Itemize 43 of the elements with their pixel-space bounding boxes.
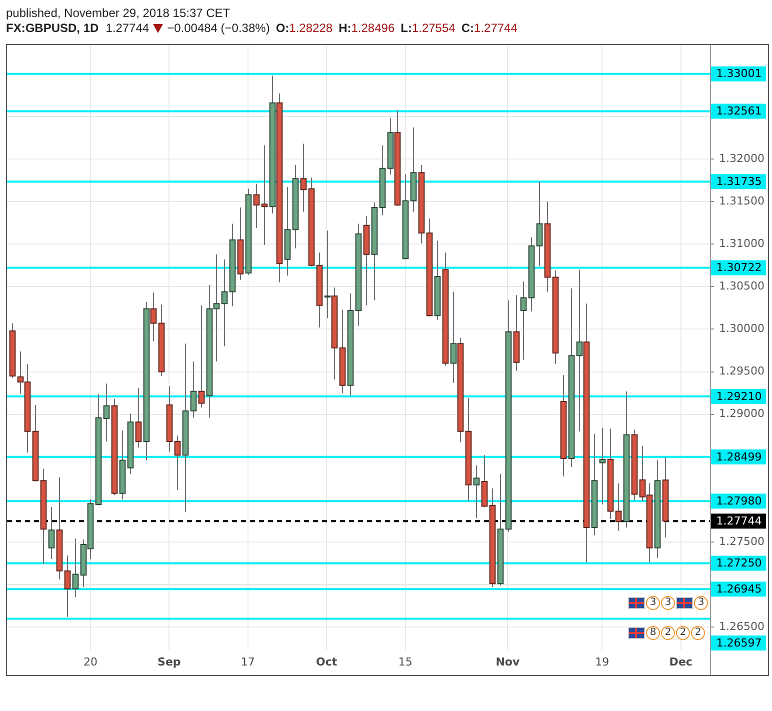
y-tick-label: 1.32000: [719, 152, 764, 165]
x-tick-label: 20: [83, 655, 98, 668]
y-tick-label: 1.29500: [719, 364, 764, 378]
x-tick-label: Sep: [158, 655, 181, 668]
x-tick-label: 17: [240, 655, 255, 668]
annotation: 8: [646, 626, 660, 640]
ref-line-label: 1.32561: [716, 104, 762, 118]
annotation: 3: [661, 596, 675, 610]
ref-line-label: 1.28499: [716, 450, 762, 464]
ref-line-label: 1.29210: [716, 390, 762, 403]
chart-subtitle: published, November 29, 2018 15:37 CET: [6, 6, 230, 21]
annotation: 3: [646, 596, 660, 610]
y-tick-label: 1.31000: [719, 236, 764, 250]
text: L:1.27554: [400, 21, 456, 35]
ref-line-label: 1.26597: [716, 636, 762, 650]
ref-line-label: 1.31735: [716, 174, 762, 188]
ref-line-label: 1.27250: [716, 556, 762, 570]
ref-line-label: 1.27744: [716, 514, 762, 528]
x-tick-label: 15: [398, 655, 412, 668]
ref-line-label: 1.27980: [716, 494, 762, 508]
annotation: 2: [676, 626, 690, 640]
text: 1.27744: [106, 21, 150, 36]
ref-line-label: 1.33001: [716, 67, 762, 80]
y-tick-label: 1.26500: [719, 620, 764, 633]
x-tick-label: Nov: [496, 655, 520, 668]
ref-line-label: 1.26945: [716, 582, 762, 596]
x-tick-label: 19: [595, 655, 610, 668]
text: H:1.28496: [338, 21, 395, 35]
x-tick-label: Oct: [316, 655, 338, 668]
y-tick-label: 1.30000: [719, 322, 764, 336]
y-tick-label: 1.27500: [719, 534, 764, 548]
annotation: 2: [691, 626, 705, 640]
text: O:1.28228: [276, 21, 333, 35]
annotation: 2: [661, 626, 675, 640]
y-tick-label: 1.29000: [719, 407, 764, 420]
annotation: 3: [694, 596, 708, 610]
ref-line-label: 1.30722: [716, 261, 762, 274]
chart-title: FX:GBPUSD, 1D: [6, 21, 99, 36]
text: −0.00484 (−0.38%): [167, 21, 270, 36]
text: C:1.27744: [461, 21, 518, 35]
y-tick-label: 1.31500: [719, 194, 764, 208]
x-tick-label: Dec: [669, 655, 692, 668]
y-tick-label: 1.30500: [719, 280, 764, 293]
